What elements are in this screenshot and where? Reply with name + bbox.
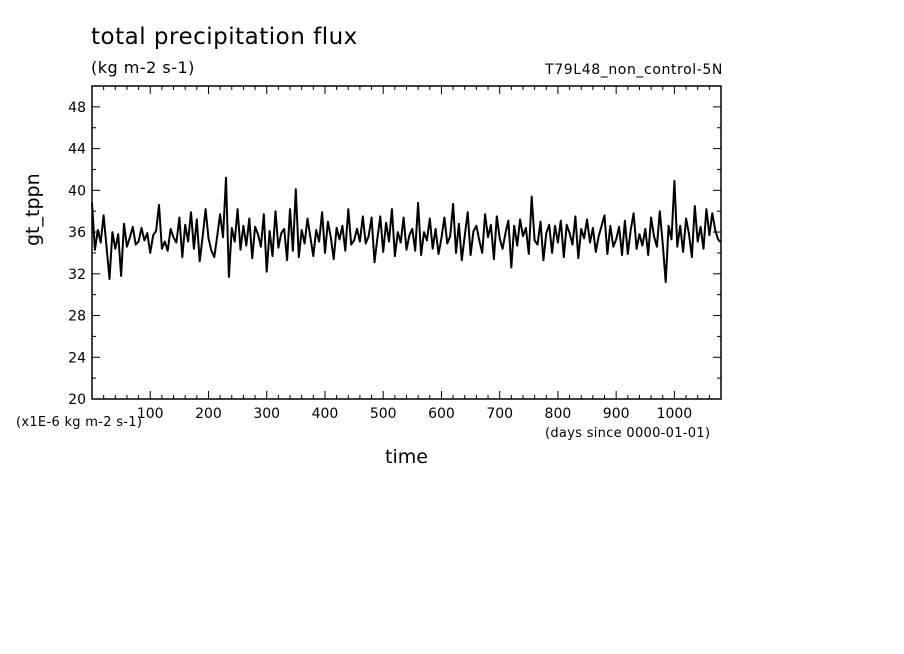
x-tick-label: 800 bbox=[545, 406, 572, 422]
x-tick-label: 400 bbox=[312, 406, 339, 422]
y-tick-label: 24 bbox=[68, 350, 86, 366]
y-tick-label: 36 bbox=[68, 225, 86, 241]
tick-labels: 100 200 300 400 500 600 700 800 900 1000 20 24 28 32 3… bbox=[68, 100, 692, 422]
plot-frame bbox=[91, 85, 722, 400]
y-tick-label: 32 bbox=[68, 267, 86, 283]
y-tick-label: 44 bbox=[68, 142, 86, 158]
y-tick-label: 48 bbox=[68, 100, 86, 116]
chart-subtitle-units: (kg m-2 s-1) bbox=[91, 58, 195, 77]
x-tick-label: 700 bbox=[486, 406, 513, 422]
x-tick-label: 300 bbox=[253, 406, 280, 422]
chart-title: total precipitation flux bbox=[91, 24, 358, 50]
x-axis-unit-label: (days since 0000-01-01) bbox=[545, 426, 711, 441]
x-tick-label: 600 bbox=[428, 406, 455, 422]
y-tick-label: 20 bbox=[68, 392, 86, 408]
series-line bbox=[91, 176, 722, 284]
y-tick-label: 28 bbox=[68, 309, 86, 325]
x-tick-label: 100 bbox=[137, 406, 164, 422]
y-axis-unit-label: (x1E-6 kg m-2 s-1) bbox=[16, 415, 143, 430]
experiment-run-name: T79L48_non_control-5N bbox=[545, 62, 723, 78]
x-tick-label: 500 bbox=[370, 406, 397, 422]
y-tick-label: 40 bbox=[68, 183, 86, 199]
x-tick-label: 200 bbox=[195, 406, 222, 422]
x-axis-label: time bbox=[385, 446, 428, 468]
x-tick-label: 900 bbox=[603, 406, 630, 422]
x-tick-label: 1000 bbox=[657, 406, 693, 422]
